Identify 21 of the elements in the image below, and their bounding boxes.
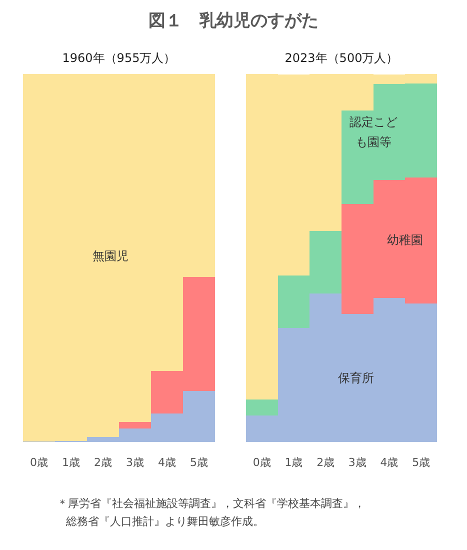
series-label: 無園児 — [91, 248, 130, 265]
text: ＊厚労省『社会福祉施設等調査』，文科省『学校基本調査』， — [57, 497, 365, 510]
chart-subtitle: 1960年（955万人） — [62, 51, 176, 65]
x-tick-label: 0歳 — [252, 456, 271, 469]
x-tick-label: 3歳 — [126, 456, 144, 469]
x-tick-label: 5歳 — [412, 456, 430, 469]
x-tick-label: 3歳 — [348, 456, 366, 469]
x-tick-label: 2歳 — [94, 456, 112, 469]
chart-subtitle: 2023年（500万人） — [284, 51, 398, 65]
x-tick-label: 4歳 — [158, 456, 176, 469]
series-label: 保育所 — [336, 370, 375, 387]
chart-title: 図１ 乳幼児のすがた — [148, 11, 318, 31]
series-label: 幼稚園 — [386, 232, 424, 250]
text: 総務省『人口推計』より舞田敏彦作成。 — [65, 515, 264, 528]
x-tick-label: 5歳 — [190, 456, 208, 469]
series-label: 認定こども園等 — [348, 114, 398, 151]
x-tick-label: 1歳 — [62, 456, 80, 469]
x-tick-label: 2歳 — [316, 456, 335, 469]
x-tick-label: 0歳 — [30, 456, 48, 469]
x-tick-label: 1歳 — [284, 456, 303, 469]
x-tick-label: 4歳 — [380, 456, 398, 469]
